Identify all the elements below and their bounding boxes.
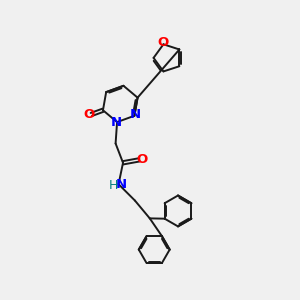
Text: O: O <box>83 108 94 121</box>
Text: H: H <box>109 179 118 192</box>
Text: N: N <box>116 178 127 191</box>
Text: N: N <box>110 116 122 129</box>
Text: N: N <box>130 108 141 121</box>
Text: O: O <box>137 153 148 166</box>
Text: O: O <box>157 36 169 49</box>
